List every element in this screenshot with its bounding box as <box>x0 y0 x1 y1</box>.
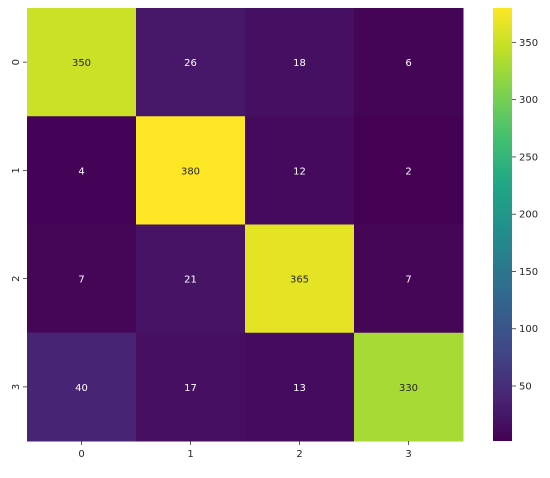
y-axis: 0 1 2 3 <box>11 59 27 390</box>
heatmap-cells <box>27 8 464 442</box>
heatmap-cell <box>245 8 355 117</box>
heatmap-cell <box>136 116 246 225</box>
cell-value-label: 17 <box>184 383 197 394</box>
heatmap-cell <box>354 116 464 225</box>
colorbar-tick-label: 300 <box>519 95 538 106</box>
y-tick-label: 1 <box>11 167 22 173</box>
cell-value-label: 40 <box>75 383 88 394</box>
cell-value-label: 13 <box>293 383 306 394</box>
cell-value-label: 7 <box>78 275 84 286</box>
colorbar-tick-label: 100 <box>519 324 538 335</box>
heatmap-cell <box>27 332 137 442</box>
x-axis: 0 1 2 3 <box>78 441 412 460</box>
cell-value-label: 4 <box>78 166 84 177</box>
x-tick-label: 3 <box>405 449 411 460</box>
x-tick-label: 1 <box>187 449 193 460</box>
heatmap-cell <box>245 332 355 442</box>
colorbar-tick-label: 200 <box>519 210 538 221</box>
heatmap-cell <box>27 116 137 225</box>
heatmap-cell <box>245 224 355 334</box>
cell-value-label: 330 <box>399 383 418 394</box>
heatmap-cell <box>136 224 246 334</box>
cell-value-label: 12 <box>293 166 306 177</box>
heatmap-cell <box>27 224 137 334</box>
colorbar-tick-label: 350 <box>519 38 538 49</box>
heatmap-cell <box>136 8 246 117</box>
heatmap-cell <box>245 116 355 225</box>
colorbar-tick-label: 250 <box>519 152 538 163</box>
colorbar: 50 100 150 200 250 300 350 <box>493 8 538 441</box>
cell-value-label: 365 <box>290 275 309 286</box>
y-tick-label: 2 <box>11 275 22 281</box>
x-tick-label: 0 <box>78 449 84 460</box>
colorbar-tick-label: 150 <box>519 267 538 278</box>
y-tick-label: 3 <box>11 384 22 390</box>
x-tick-label: 2 <box>296 449 302 460</box>
cell-value-label: 7 <box>405 275 411 286</box>
cell-value-label: 6 <box>405 58 411 69</box>
heatmap-cell <box>27 8 137 117</box>
cell-value-label: 2 <box>405 166 411 177</box>
cell-value-label: 21 <box>184 275 197 286</box>
heatmap-cell <box>354 8 464 117</box>
heatmap-cell <box>136 332 246 442</box>
colorbar-gradient <box>493 8 512 441</box>
cell-value-label: 18 <box>293 58 306 69</box>
heatmap-cell-labels: 350 26 18 6 4 380 12 2 7 21 365 7 40 17 13 330 <box>72 58 418 394</box>
heatmap-cell <box>354 224 464 334</box>
cell-value-label: 380 <box>181 166 200 177</box>
y-tick-label: 0 <box>11 59 22 65</box>
colorbar-tick-label: 50 <box>519 382 532 393</box>
cell-value-label: 350 <box>72 58 91 69</box>
cell-value-label: 26 <box>184 58 197 69</box>
heatmap-cell <box>354 332 464 442</box>
